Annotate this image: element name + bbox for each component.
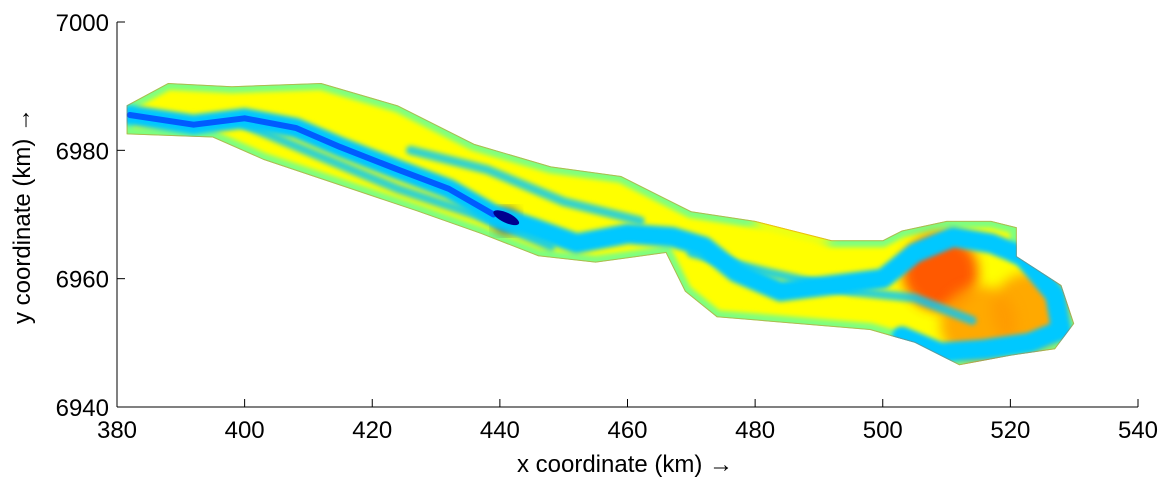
x-tick-label-440: 440: [480, 417, 520, 444]
x-tick-label-380: 380: [97, 417, 137, 444]
x-tick-label-500: 500: [863, 417, 903, 444]
plot-area: [126, 83, 1075, 366]
x-tick-label-400: 400: [225, 417, 265, 444]
deep-spot: [493, 210, 520, 226]
x-tick-label-420: 420: [352, 417, 392, 444]
y-tick-label-6980: 6980: [56, 138, 109, 165]
x-tick-label-460: 460: [607, 417, 647, 444]
y-tick-label-6960: 6960: [56, 267, 109, 294]
main-channel-core: [126, 112, 497, 218]
river-raster: [126, 83, 1075, 366]
x-tick-label-520: 520: [990, 417, 1030, 444]
x-tick-label-540: 540: [1118, 417, 1158, 444]
value-hotspot-3: [755, 189, 832, 266]
y-tick-label-7000: 7000: [56, 10, 109, 37]
x-axis-label: x coordinate (km) →: [517, 451, 733, 478]
secondary-channel-2: [406, 145, 645, 226]
y-tick-label-6940: 6940: [56, 395, 109, 422]
tick-group: 380 400 420 440 460 480 500 520 540 6940 6960 6980 7…: [56, 10, 1158, 444]
x-tick-label-480: 480: [735, 417, 775, 444]
y-axis-label: y coordinate (km) →: [9, 108, 36, 324]
